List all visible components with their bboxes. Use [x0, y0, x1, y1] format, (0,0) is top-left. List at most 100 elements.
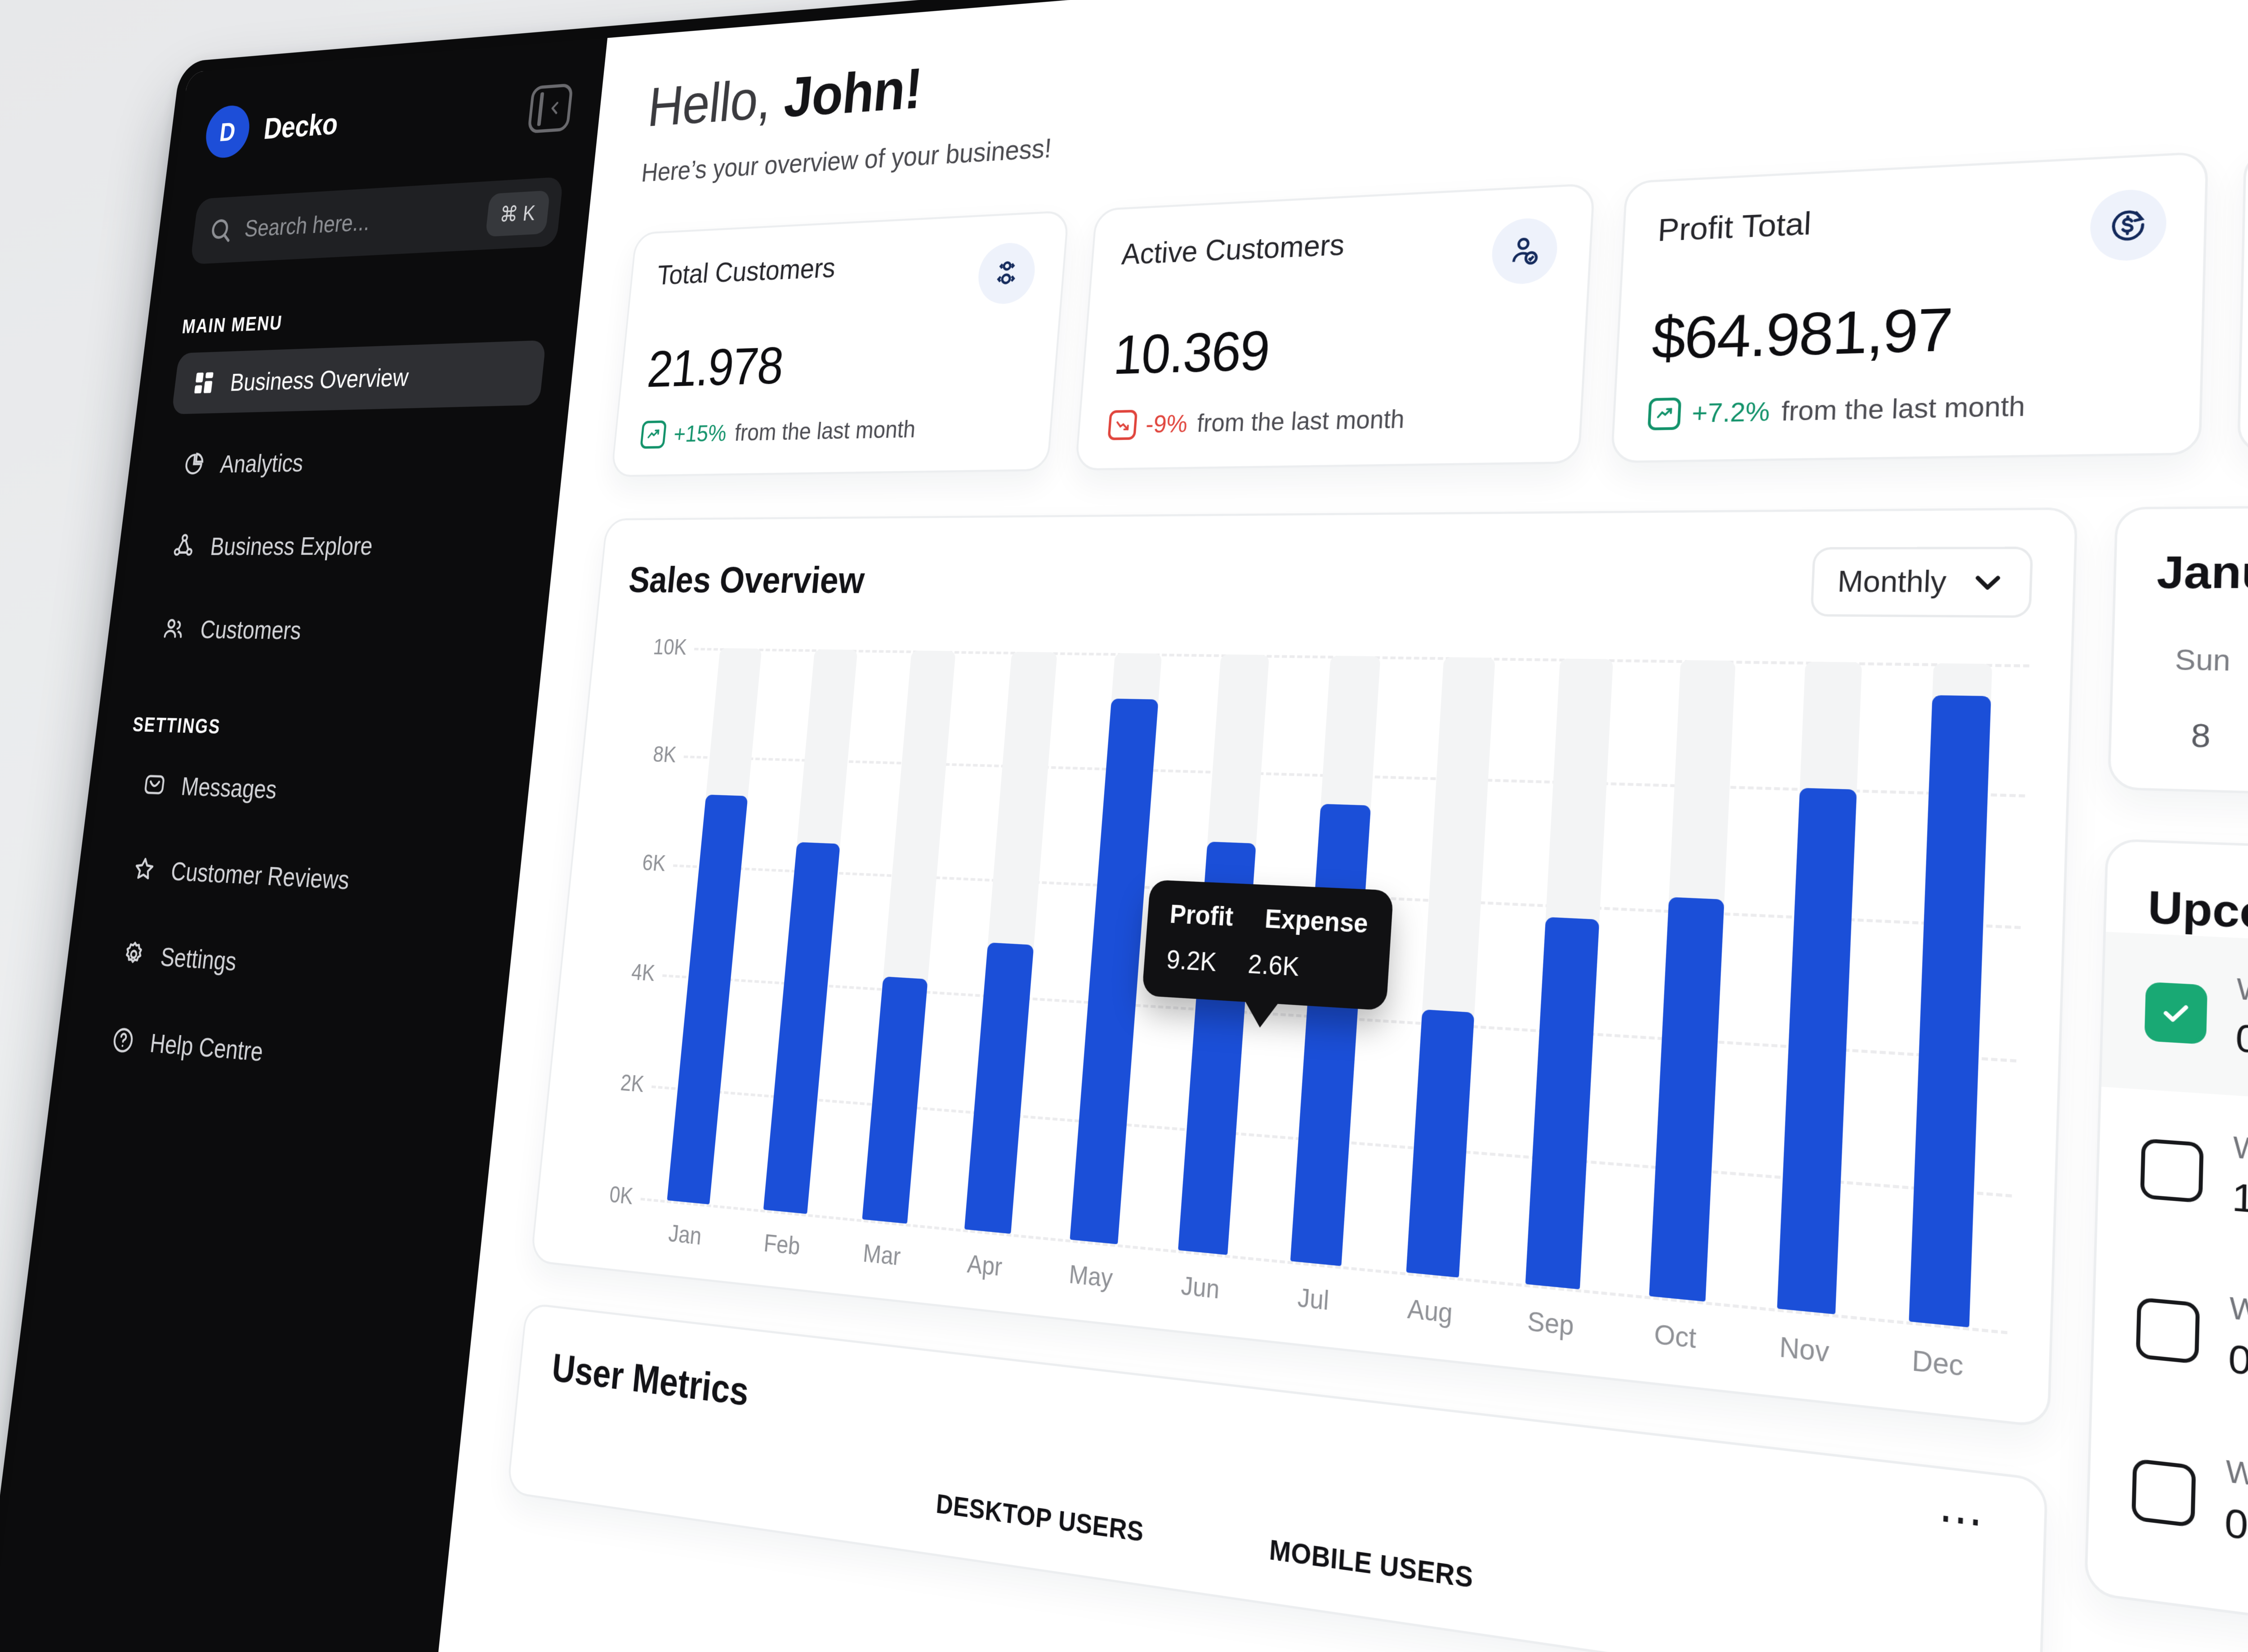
schedule-text: Wed, 11 Jan09:30 AM: [2235, 972, 2248, 1072]
sidebar-collapse-icon[interactable]: [527, 83, 574, 134]
ellipsis-icon[interactable]: ⋯: [1937, 1491, 1989, 1548]
kpi-delta-row: +15% from the last month: [640, 412, 1023, 449]
right-column: January 2023 SunMonTueWedThuFriSat891011…: [2084, 501, 2248, 1652]
calendar-grid: SunMonTueWedThuFriSat891011121314: [2152, 644, 2248, 771]
x-tick-label: Nov: [1779, 1331, 1830, 1368]
kpi-card-total-customers[interactable]: Total Customers 21.978 +15% from the las…: [610, 210, 1069, 477]
schedule-time: 03:45 PM: [2224, 1500, 2248, 1568]
kpi-delta: +7.2%: [1691, 396, 1771, 428]
kpi-delta: -9%: [1145, 410, 1189, 438]
bar-fill: [1776, 788, 1857, 1314]
share-nodes-icon: [169, 530, 198, 561]
brand-name: Decko: [262, 107, 340, 146]
calendar-card: January 2023 SunMonTueWedThuFriSat891011…: [2107, 501, 2248, 813]
tooltip-profit-value: 9.2K: [1165, 945, 1218, 977]
upcoming-schedule-card: Upcoming Schedule Wed, 11 Jan09:30 AMWed…: [2084, 838, 2248, 1652]
kpi-header: Profit Total: [1655, 188, 2167, 279]
bar-fill: [862, 976, 928, 1224]
sidebar-item-customers[interactable]: Customers: [141, 597, 519, 665]
question-circle-icon: [109, 1023, 138, 1057]
dollar-refresh-icon: [2089, 188, 2167, 262]
kpi-delta: +15%: [672, 420, 728, 447]
kpi-value: 10.369: [1111, 318, 1271, 386]
main-content: Hello, John! Here’s your overview of you…: [427, 0, 2248, 1652]
tooltip-expense-label: Expense: [1264, 904, 1369, 939]
grid-icon: [190, 367, 218, 398]
y-tick-label: 10K: [652, 635, 688, 660]
sidebar-item-analytics[interactable]: Analytics: [161, 426, 537, 495]
left-column: Sales Overview Monthly 0K 2K 4K 6K 8K 10K: [506, 507, 2078, 1652]
chart-range-value: Monthly: [1837, 565, 1947, 599]
x-tick-label: Jan: [667, 1219, 703, 1250]
sales-bar-chart: 0K 2K 4K 6K 8K 10K Profit Expense: [567, 635, 2029, 1335]
schedule-time: 01:15 PM: [2228, 1336, 2248, 1400]
calendar-day-of-week: Sun: [2174, 644, 2231, 677]
sidebar-item-business-overview[interactable]: Business Overview: [171, 340, 546, 414]
greeting-name: John!: [781, 56, 925, 129]
kpi-delta-row: +7.2% from the last month: [1647, 387, 2161, 431]
calendar-day-cell[interactable]: 8: [2190, 717, 2211, 755]
bar-fill: [964, 942, 1034, 1234]
schedule-date: Wed, 11 Jan: [2232, 1131, 2248, 1178]
brand[interactable]: D Decko: [203, 97, 341, 159]
checkbox-unchecked[interactable]: [2136, 1297, 2200, 1364]
tooltip-expense-value: 2.6K: [1247, 949, 1300, 982]
x-tick-label: Dec: [1911, 1344, 1964, 1382]
kpi-title: Total Customers: [656, 251, 837, 291]
schedule-list: Wed, 11 Jan09:30 AM Wed, 11 Jan10:35 AM We…: [2087, 931, 2248, 1652]
sidebar: D Decko Search here... ⌘ K MAIN MENU Bus…: [0, 38, 608, 1652]
schedule-text: Wed, 11 Jan03:45 PM: [2224, 1453, 2248, 1569]
kpi-delta-suffix: from the last month: [1196, 405, 1405, 437]
chart-bar-column[interactable]: [1872, 663, 2029, 1331]
schedule-text: Wed, 11 Jan01:15 PM: [2228, 1291, 2248, 1401]
y-tick-label: 4K: [630, 959, 656, 986]
checkbox-unchecked[interactable]: [2131, 1458, 2196, 1528]
schedule-row[interactable]: Wed, 11 Jan03:45 PM: [2087, 1403, 2248, 1652]
sidebar-item-label: Business Overview: [229, 362, 410, 396]
sidebar-item-label: Customer Reviews: [169, 855, 351, 895]
kpi-delta-row: -9% from the last month: [1107, 401, 1548, 441]
search-placeholder: Search here...: [243, 208, 371, 242]
sidebar-item-label: Business Explore: [209, 530, 375, 561]
kpi-card-active-customers[interactable]: Active Customers 10.369 -9% from the las…: [1074, 183, 1595, 471]
kpi-value: $64.981,97: [1650, 294, 1954, 372]
bar-fill: [1649, 897, 1725, 1302]
kpi-header: Active Customers: [1118, 217, 1559, 300]
kpi-card-profit-total[interactable]: Profit Total $64.981,97 +7.2% from the l…: [1610, 151, 2208, 463]
greeting-prefix: Hello,: [645, 67, 788, 138]
users-icon: [160, 613, 188, 644]
x-tick-label: May: [1068, 1259, 1114, 1293]
y-tick-label: 8K: [652, 742, 678, 767]
x-tick-label: Aug: [1406, 1293, 1454, 1329]
schedule-time: 10:35 AM: [2231, 1175, 2248, 1234]
pie-chart-icon: [180, 449, 208, 480]
y-tick-label: 2K: [619, 1070, 645, 1097]
x-tick-label: Jun: [1180, 1270, 1221, 1305]
spacer: [149, 577, 521, 599]
chart-title: Sales Overview: [627, 559, 866, 601]
search-icon: [207, 215, 234, 245]
bar-fill: [1290, 804, 1371, 1266]
users-group-icon: [976, 241, 1037, 305]
kpi-title: Profit Total: [1657, 205, 1812, 249]
chart-range-select[interactable]: Monthly: [1810, 547, 2034, 618]
tooltip-profit-label: Profit: [1169, 899, 1235, 932]
checkbox-unchecked[interactable]: [2140, 1138, 2204, 1203]
bar-fill: [1909, 695, 1991, 1327]
chart-tooltip: Profit Expense 9.2K 2.6K: [1142, 879, 1394, 1011]
chevron-down-icon: [1970, 571, 2005, 593]
star-icon: [130, 853, 159, 886]
sidebar-item-label: Analytics: [219, 448, 305, 478]
spacer: [159, 491, 530, 515]
sidebar-item-label: Help Centre: [148, 1027, 265, 1067]
sidebar-item-label: Messages: [179, 771, 279, 804]
calendar-title: January 2023: [2156, 546, 2248, 599]
main-menu-label: MAIN MENU: [181, 312, 284, 338]
x-tick-label: Mar: [862, 1238, 902, 1271]
kpi-card-expense-partial[interactable]: Ex $: [2236, 114, 2248, 454]
checkbox-checked[interactable]: [2144, 982, 2208, 1045]
search-input[interactable]: Search here... ⌘ K: [190, 177, 564, 265]
sidebar-item-business-explore[interactable]: Business Explore: [151, 512, 528, 578]
